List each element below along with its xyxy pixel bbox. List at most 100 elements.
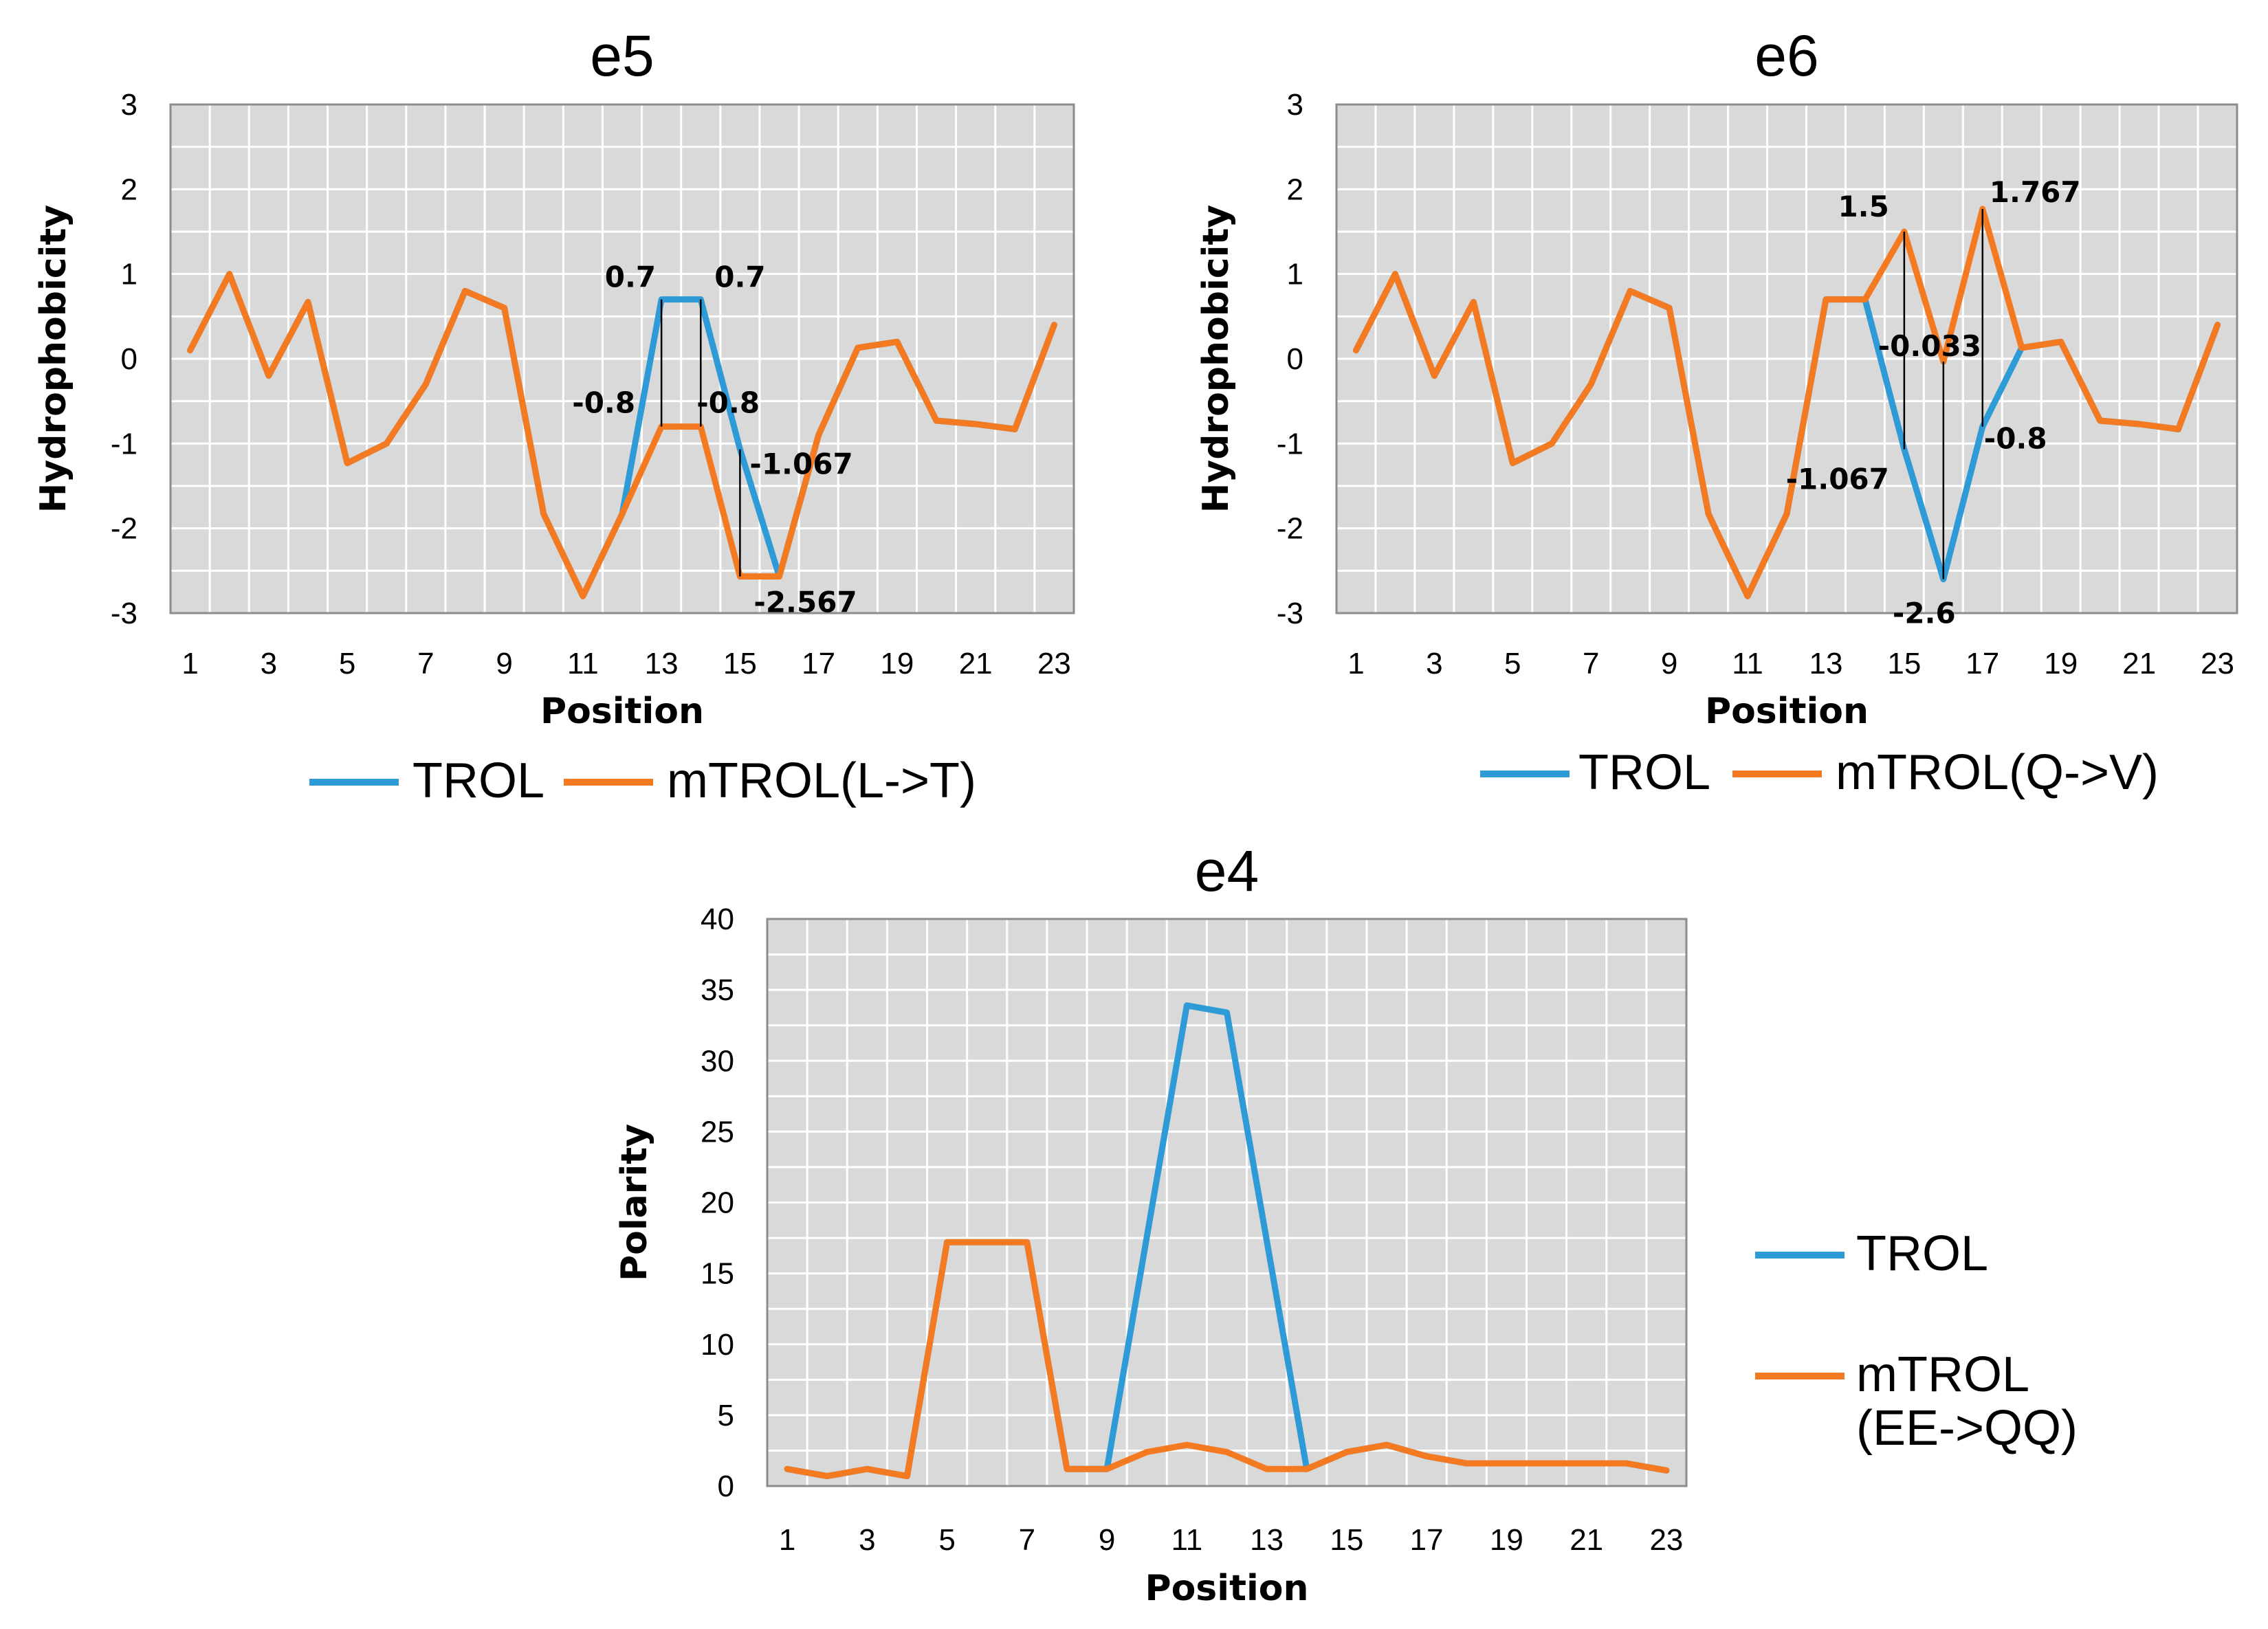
x-tick-label: 21 — [2122, 647, 2156, 680]
x-tick-label: 1 — [1347, 647, 1364, 680]
data-label: -2.567 — [753, 586, 857, 619]
legend-label: TROL — [412, 753, 544, 808]
x-tick-label: 5 — [1504, 647, 1521, 680]
x-tick-label: 3 — [261, 647, 277, 680]
x-tick-label: 3 — [859, 1523, 875, 1557]
x-tick-label: 7 — [1019, 1523, 1035, 1557]
data-label: 0.7 — [605, 261, 656, 294]
y-tick-label: -1 — [1277, 427, 1303, 461]
y-tick-label: 3 — [1287, 88, 1303, 122]
y-tick-label: 2 — [1287, 173, 1303, 206]
x-tick-label: 23 — [2201, 647, 2234, 680]
y-tick-label: 0 — [718, 1470, 734, 1503]
x-tick-label: 11 — [1171, 1523, 1203, 1557]
x-tick-label: 15 — [1887, 647, 1921, 680]
x-axis-label: Position — [1705, 691, 1869, 732]
x-axis-label: Position — [540, 691, 704, 732]
y-axis-label: Polarity — [614, 1124, 655, 1281]
legend-label: mTROL (EE->QQ) — [1856, 1347, 2078, 1456]
y-tick-label: 0 — [121, 342, 137, 376]
y-tick-label: -1 — [111, 427, 137, 461]
data-label: -0.033 — [1878, 329, 1981, 363]
y-tick-label: 1 — [121, 258, 137, 291]
x-tick-label: 21 — [959, 647, 993, 680]
y-tick-label: 25 — [701, 1115, 734, 1149]
x-tick-label: 15 — [723, 647, 757, 680]
data-label: -1.067 — [1786, 463, 1889, 496]
x-tick-label: 9 — [1661, 647, 1677, 680]
x-tick-label: 21 — [1570, 1523, 1603, 1557]
y-tick-label: -2 — [1277, 512, 1303, 546]
series-line-mtrol — [187, 271, 1057, 599]
series-line-mtrol — [784, 1239, 1670, 1480]
x-tick-label: 11 — [1732, 647, 1763, 680]
series-line-mtrol — [1352, 206, 2221, 599]
x-tick-label: 13 — [1809, 647, 1842, 680]
x-tick-label: 19 — [2044, 647, 2078, 680]
x-tick-label: 11 — [567, 647, 599, 680]
data-label: 1.767 — [1990, 175, 2081, 209]
x-axis-label: Position — [1145, 1568, 1308, 1609]
legend-label-line: (EE->QQ) — [1856, 1401, 2078, 1456]
legend-label: mTROL(Q->V) — [1836, 745, 2159, 800]
x-tick-label: 1 — [181, 647, 198, 680]
y-tick-label: 35 — [701, 973, 734, 1007]
y-tick-label: 0 — [1287, 342, 1303, 376]
data-label: 1.5 — [1838, 190, 1889, 223]
y-axis-label: Hydrophobicity — [1196, 205, 1237, 513]
x-tick-label: 17 — [1410, 1523, 1444, 1557]
y-tick-label: -3 — [1277, 597, 1303, 630]
data-label: -0.8 — [1984, 422, 2047, 456]
x-tick-label: 7 — [1583, 647, 1599, 680]
legend-label: TROL — [1578, 745, 1710, 800]
x-tick-label: 5 — [339, 647, 355, 680]
y-tick-label: 1 — [1287, 258, 1303, 291]
x-tick-label: 5 — [938, 1523, 955, 1557]
y-tick-label: 20 — [701, 1186, 734, 1220]
x-tick-label: 3 — [1426, 647, 1442, 680]
x-tick-label: 23 — [1649, 1523, 1683, 1557]
y-tick-label: 10 — [701, 1328, 734, 1362]
legend-label: mTROL(L->T) — [667, 753, 976, 808]
legend: TROL mTROL(Q->V) — [1480, 745, 2159, 800]
y-tick-label: -3 — [111, 597, 137, 630]
x-tick-label: 9 — [496, 647, 512, 680]
x-tick-label: 15 — [1330, 1523, 1363, 1557]
data-label: -2.6 — [1893, 597, 1956, 630]
legend: TROL mTROL (EE->QQ) — [1755, 1226, 2078, 1456]
data-label: -0.8 — [572, 386, 635, 420]
x-tick-label: 13 — [1250, 1523, 1284, 1557]
y-tick-label: 3 — [121, 88, 137, 122]
x-tick-label: 17 — [802, 647, 835, 680]
legend-label: TROL — [1856, 1226, 1988, 1281]
y-tick-label: 5 — [718, 1399, 734, 1432]
data-label: -1.067 — [749, 447, 852, 481]
x-tick-label: 7 — [417, 647, 434, 680]
y-axis-label: Hydrophobicity — [33, 205, 74, 513]
plot-border — [169, 103, 1075, 614]
x-tick-label: 19 — [1490, 1523, 1523, 1557]
x-tick-label: 9 — [1099, 1523, 1115, 1557]
x-tick-label: 23 — [1037, 647, 1071, 680]
plot-border — [766, 918, 1688, 1487]
y-tick-label: 30 — [701, 1044, 734, 1078]
y-tick-label: -2 — [111, 512, 137, 546]
x-tick-label: 17 — [1966, 647, 1999, 680]
y-tick-label: 2 — [121, 173, 137, 206]
legend-label-line: mTROL — [1856, 1347, 2029, 1402]
plot-border — [1335, 103, 2238, 614]
y-tick-label: 15 — [701, 1257, 734, 1291]
chart-title: e4 — [1195, 839, 1259, 903]
x-tick-label: 19 — [880, 647, 914, 680]
x-tick-label: 1 — [779, 1523, 795, 1557]
chart-title: e6 — [1754, 23, 1818, 88]
chart-title: e5 — [590, 23, 654, 88]
data-label: -0.8 — [696, 386, 760, 420]
legend: TROL mTROL(L->T) — [309, 753, 976, 808]
x-tick-label: 13 — [645, 647, 679, 680]
y-tick-label: 40 — [701, 902, 734, 936]
